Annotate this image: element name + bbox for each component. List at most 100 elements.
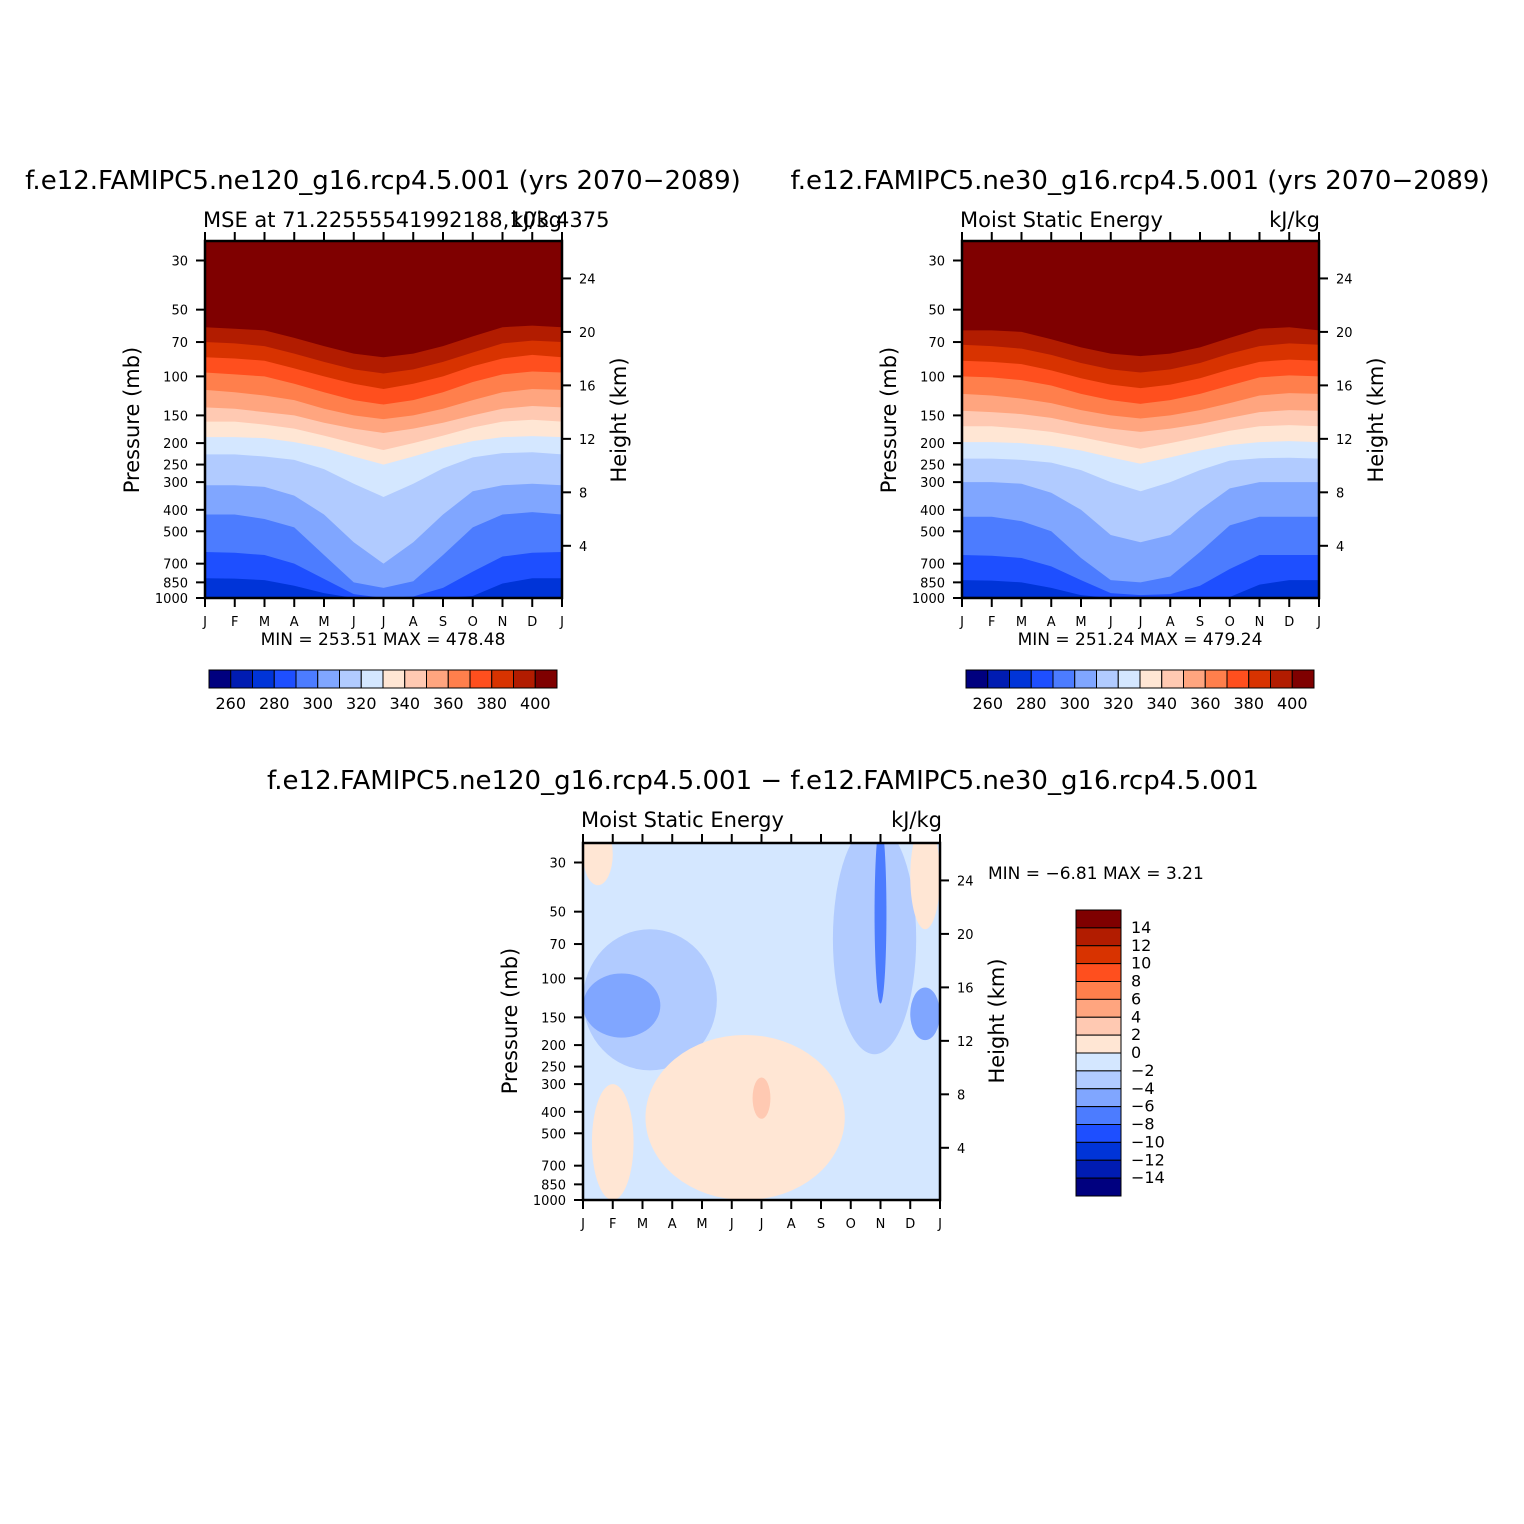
colorbar-box [965, 669, 989, 689]
x-tick-label: S [1196, 615, 1204, 630]
contour-region [910, 987, 940, 1041]
colorbar-box [1009, 669, 1032, 689]
y-tick-label: 1000 [912, 592, 945, 607]
colorbar-box [1075, 981, 1122, 1000]
left-label: Moist Static Energy [581, 808, 784, 832]
x-tick-label: O [846, 1217, 856, 1232]
units-label: kJ/kg [1269, 208, 1320, 232]
colorbar-label: 260 [215, 694, 246, 713]
colorbar-box [1161, 669, 1184, 689]
left-label: MSE at 71.22555541992188,103.4375 [203, 208, 610, 232]
colorbar-label: 300 [1059, 694, 1090, 713]
x-tick-label: M [1075, 615, 1086, 630]
height-axis-label: Height (km) [607, 357, 631, 482]
axes: J F M A M J J A S O N D J 30 50 70 100 150 200 250 300 400 500… [533, 834, 974, 1232]
y-tick-label: 500 [541, 1127, 566, 1142]
y2-tick-label: 4 [1336, 540, 1344, 555]
x-tick-label: N [498, 615, 508, 630]
colorbar-box [339, 669, 362, 689]
colorbar-box [1075, 1106, 1122, 1125]
colorbar-box [513, 669, 536, 689]
y-tick-label: 50 [171, 304, 188, 319]
colorbar-box [1075, 909, 1122, 929]
y2-tick-label: 4 [957, 1142, 965, 1157]
colorbar-label: −4 [1131, 1079, 1155, 1098]
y2-tick-label: 24 [1336, 272, 1353, 287]
x-tick-label: A [1047, 615, 1056, 630]
pressure-axis-label: Pressure (mb) [120, 347, 144, 494]
colorbar-label: −14 [1131, 1168, 1165, 1187]
colorbar-label: 340 [1146, 694, 1177, 713]
colorbar-label: 280 [1016, 694, 1047, 713]
colorbar-box [987, 669, 1010, 689]
colorbar-box [404, 669, 427, 689]
colorbar-box [1075, 1034, 1122, 1054]
y2-tick-label: 4 [579, 540, 587, 555]
contour-fill [962, 241, 1319, 598]
x-tick-label: A [668, 1217, 677, 1232]
x-tick-label: D [1284, 615, 1294, 630]
colorbar-box [295, 669, 319, 689]
colorbar-box [252, 669, 275, 689]
y2-tick-label: 16 [579, 379, 596, 394]
contour-region [874, 843, 887, 1004]
x-tick-label: A [409, 615, 418, 630]
x-tick-label: J [381, 615, 386, 630]
x-tick-label: M [1016, 615, 1027, 630]
y-tick-label: 500 [163, 525, 188, 540]
colorbar-box [230, 669, 253, 689]
contour-fill [205, 241, 562, 598]
x-tick-label: S [439, 615, 447, 630]
y2-tick-label: 8 [1336, 486, 1344, 501]
colorbar-label: 400 [520, 694, 551, 713]
colorbar-label: −2 [1131, 1061, 1155, 1080]
mse-panel-ne120: f.e12.FAMIPC5.ne120_g16.rcp4.5.001 (yrs … [25, 166, 741, 713]
colorbar-box [317, 669, 340, 689]
y-tick-label: 850 [163, 576, 188, 591]
axes: J F M A M J J A S O N D J 30 50 70 100 150 200 250 300 400 500… [912, 232, 1353, 630]
x-tick-label: A [1166, 615, 1175, 630]
x-tick-label: M [318, 615, 329, 630]
y-tick-label: 400 [920, 504, 945, 519]
y2-tick-label: 12 [579, 433, 596, 448]
x-tick-label: O [468, 615, 478, 630]
colorbar-label: −10 [1131, 1132, 1165, 1151]
colorbar-label: 14 [1131, 918, 1151, 937]
colorbar-label: 10 [1131, 954, 1151, 973]
y-tick-label: 500 [920, 525, 945, 540]
colorbar: 260 280 300 320 340 360 380 400 [208, 669, 558, 713]
colorbar-box [534, 669, 558, 689]
y-tick-label: 50 [549, 906, 566, 921]
colorbar-box [469, 669, 493, 689]
y2-tick-label: 16 [957, 981, 974, 996]
colorbar-box [1075, 963, 1122, 982]
contour-region [752, 1077, 771, 1119]
contour-region [591, 1084, 634, 1200]
colorbar-label: 380 [1233, 694, 1264, 713]
colorbar-box [1248, 669, 1271, 689]
x-tick-label: D [905, 1217, 915, 1232]
y2-tick-label: 12 [1336, 433, 1353, 448]
y-tick-label: 100 [163, 370, 188, 385]
height-axis-label: Height (km) [1364, 357, 1388, 482]
colorbar-box [1270, 669, 1293, 689]
plot-frame [581, 841, 942, 1202]
contour-region [583, 843, 613, 886]
min-max-text: MIN = 251.24 MAX = 479.24 [1018, 630, 1263, 650]
units-label: kJ/kg [511, 208, 562, 232]
colorbar-box [1075, 1088, 1122, 1108]
contour-band [962, 580, 1319, 598]
y-tick-label: 100 [920, 370, 945, 385]
colorbar-label: 360 [1190, 694, 1221, 713]
y-tick-label: 1000 [155, 592, 188, 607]
colorbar-box [1074, 669, 1097, 689]
contour-region [645, 1034, 845, 1200]
y-tick-label: 1000 [533, 1194, 566, 1209]
y-tick-label: 200 [920, 437, 945, 452]
y-tick-label: 70 [928, 336, 945, 351]
colorbar-box [1075, 1177, 1122, 1197]
y-tick-label: 200 [541, 1039, 566, 1054]
panel-title: f.e12.FAMIPC5.ne120_g16.rcp4.5.001 (yrs … [25, 166, 741, 196]
